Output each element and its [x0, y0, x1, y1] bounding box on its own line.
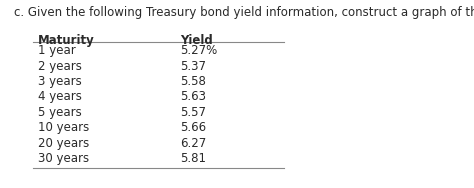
- Text: 5.27%: 5.27%: [180, 44, 218, 57]
- Text: 6.27: 6.27: [180, 137, 206, 150]
- Text: 5.58: 5.58: [180, 75, 206, 88]
- Text: 5.63: 5.63: [180, 90, 206, 103]
- Text: 10 years: 10 years: [38, 121, 89, 134]
- Text: 5 years: 5 years: [38, 106, 82, 119]
- Text: 5.66: 5.66: [180, 121, 206, 134]
- Text: 30 years: 30 years: [38, 152, 89, 165]
- Text: Yield: Yield: [180, 34, 213, 47]
- Text: 3 years: 3 years: [38, 75, 82, 88]
- Text: 4 years: 4 years: [38, 90, 82, 103]
- Text: 5.57: 5.57: [180, 106, 206, 119]
- Text: 20 years: 20 years: [38, 137, 89, 150]
- Text: 5.81: 5.81: [180, 152, 206, 165]
- Text: Maturity: Maturity: [38, 34, 95, 47]
- Text: 1 year: 1 year: [38, 44, 76, 57]
- Text: 5.37: 5.37: [180, 60, 206, 73]
- Text: c. Given the following Treasury bond yield information, construct a graph of the: c. Given the following Treasury bond yie…: [14, 6, 474, 19]
- Text: 2 years: 2 years: [38, 60, 82, 73]
